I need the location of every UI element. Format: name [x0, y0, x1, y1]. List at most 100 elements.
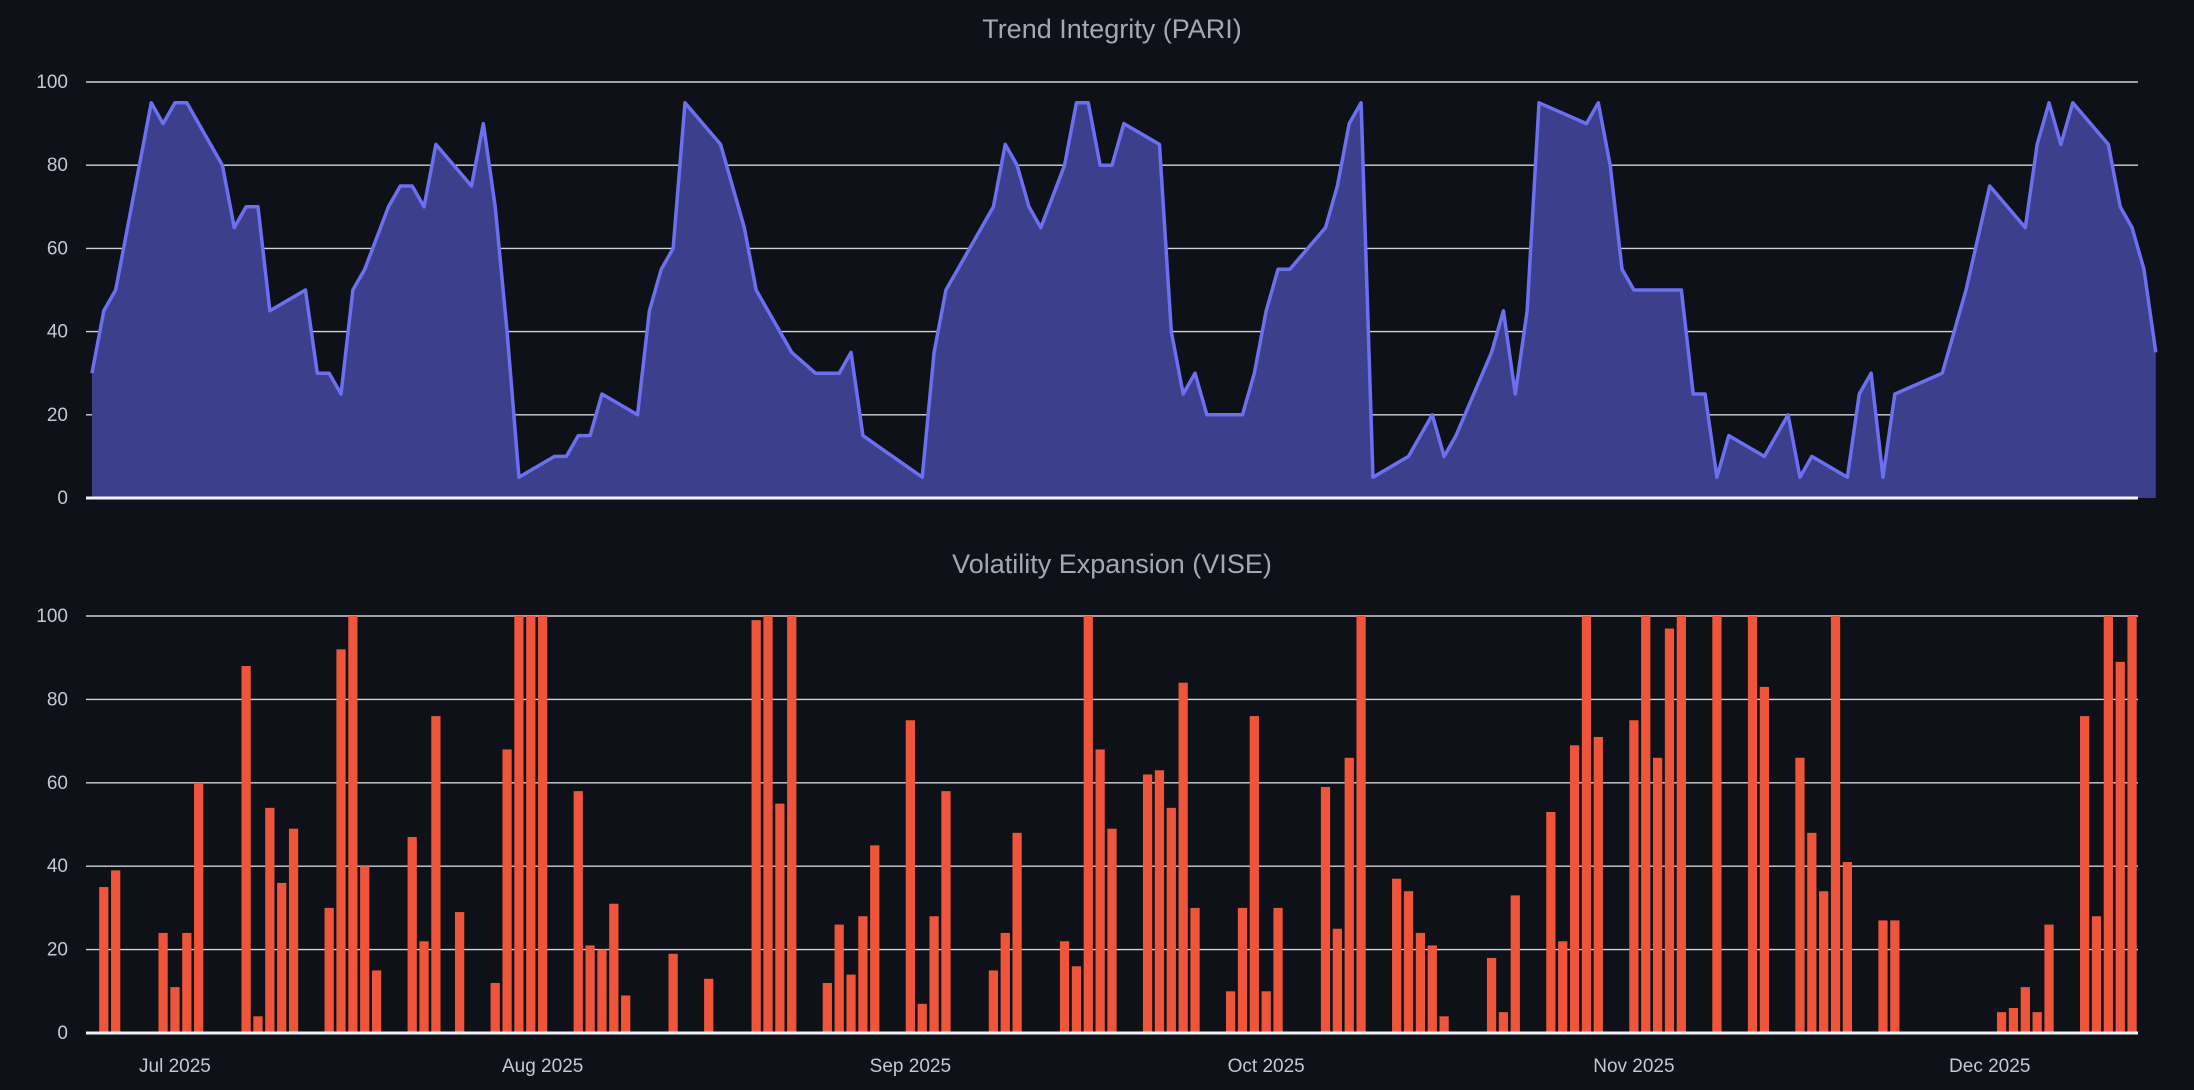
- bar: [431, 716, 441, 1033]
- bar: [1996, 1012, 2007, 1033]
- y-tick-label: 80: [47, 155, 68, 176]
- bar: [1558, 941, 1568, 1033]
- bar: [170, 987, 180, 1033]
- bar: [787, 616, 797, 1033]
- bar: [870, 845, 880, 1033]
- bar: [1652, 757, 1663, 1033]
- bar: [2044, 924, 2054, 1033]
- bar: [324, 907, 334, 1033]
- y-tick-label: 60: [47, 773, 68, 794]
- bar: [2091, 916, 2102, 1033]
- bar: [585, 945, 595, 1033]
- bar: [1332, 928, 1342, 1033]
- area-fill: [91, 102, 2156, 499]
- bar: [1261, 991, 1271, 1033]
- bar: [1059, 941, 1070, 1033]
- bar: [241, 666, 251, 1033]
- bar: [419, 941, 429, 1033]
- bar: [1498, 1012, 1509, 1033]
- bar: [1012, 832, 1022, 1033]
- bar: [1095, 749, 1105, 1033]
- bar: [834, 924, 844, 1033]
- bar: [846, 974, 856, 1033]
- bar: [455, 912, 465, 1033]
- bar: [1759, 686, 1769, 1033]
- bar: [158, 932, 168, 1033]
- bar: [763, 616, 773, 1033]
- vise-bar-chart: Volatility Expansion (VISE) 0 20 40 60 80 100 J…: [36, 549, 2138, 1077]
- bar: [1154, 770, 1165, 1033]
- bar: [1142, 774, 1153, 1033]
- bar: [1747, 616, 1758, 1033]
- bar: [1273, 907, 1283, 1033]
- x-tick-label: Jul 2025: [139, 1056, 211, 1077]
- bar: [621, 995, 631, 1033]
- bar: [1712, 616, 1722, 1033]
- x-tick-label: Sep 2025: [870, 1056, 951, 1077]
- bar: [668, 953, 678, 1033]
- x-tick-label: Dec 2025: [1949, 1056, 2030, 1077]
- bar: [1427, 945, 1437, 1033]
- bar: [407, 837, 417, 1033]
- bar: [1795, 757, 1805, 1033]
- bar: [1320, 786, 1331, 1033]
- series-line: [90, 101, 2158, 479]
- bar: [1510, 895, 1520, 1033]
- bar: [1000, 932, 1010, 1033]
- bar: [573, 791, 583, 1033]
- bar: [277, 882, 287, 1033]
- bar: [1569, 745, 1580, 1033]
- bar: [99, 887, 109, 1033]
- bar: [1249, 716, 1259, 1033]
- bar: [1593, 736, 1603, 1033]
- bar: [1842, 862, 1853, 1033]
- bar: [2127, 616, 2137, 1033]
- bar: [1641, 616, 1651, 1033]
- bar: [2079, 716, 2090, 1033]
- bar: [597, 949, 607, 1033]
- y-tick-label: 80: [47, 689, 68, 710]
- bar: [348, 616, 358, 1033]
- bar: [1071, 966, 1082, 1033]
- x-tick-label: Aug 2025: [502, 1056, 583, 1077]
- bar: [941, 791, 951, 1033]
- bar: [288, 828, 299, 1033]
- bar: [2020, 987, 2030, 1033]
- bar: [1486, 957, 1497, 1033]
- y-tick-label: 40: [47, 856, 68, 877]
- bar: [490, 982, 500, 1033]
- bar: [1439, 1016, 1449, 1033]
- bar: [194, 782, 204, 1033]
- y-tick-label: 20: [47, 940, 68, 961]
- y-tick-label: 20: [47, 405, 68, 426]
- x-tick-label: Oct 2025: [1228, 1056, 1305, 1077]
- bar: [336, 649, 346, 1033]
- bar: [1664, 628, 1675, 1033]
- bar: [704, 978, 714, 1033]
- bar: [1237, 907, 1248, 1033]
- chart-title: Volatility Expansion (VISE): [952, 549, 1272, 579]
- bar: [538, 616, 548, 1033]
- bar: [253, 1016, 263, 1033]
- bar: [822, 982, 832, 1033]
- y-tick-label: 0: [57, 1023, 68, 1044]
- bar: [1344, 757, 1354, 1033]
- bar: [1890, 920, 1900, 1033]
- bar: [858, 916, 868, 1033]
- bar: [1581, 616, 1592, 1033]
- bar: [751, 620, 761, 1033]
- x-tick-label: Nov 2025: [1593, 1056, 1674, 1077]
- bar: [1190, 907, 1200, 1033]
- bar: [111, 870, 121, 1033]
- bar: [371, 970, 382, 1033]
- bar: [182, 932, 192, 1033]
- bar: [1546, 811, 1556, 1033]
- y-tick-label: 100: [36, 606, 68, 627]
- bar: [360, 866, 370, 1033]
- bar: [988, 970, 999, 1033]
- bar: [1819, 891, 1829, 1033]
- bar: [1083, 616, 1093, 1033]
- pari-area-chart: Trend Integrity (PARI) 0 20 40 60 80 100: [36, 14, 2158, 509]
- bar: [1107, 828, 1117, 1033]
- bar: [1676, 616, 1686, 1033]
